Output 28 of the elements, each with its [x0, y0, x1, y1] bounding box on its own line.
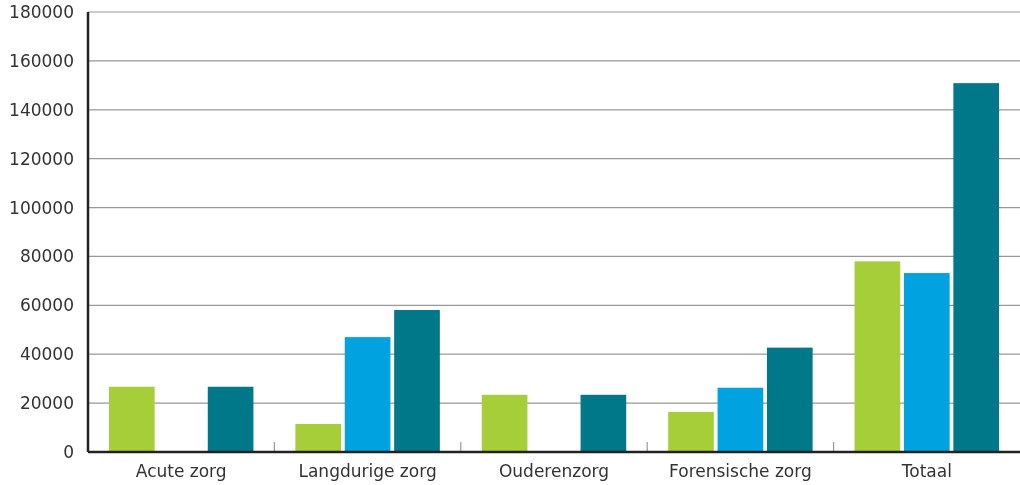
y-tick-label: 160000 — [9, 50, 74, 71]
bar — [207, 386, 254, 452]
x-tick-label: Acute zorg — [135, 461, 227, 481]
x-tick-label: Langdurige zorg — [298, 461, 437, 481]
x-tick-label: Forensische zorg — [669, 461, 812, 481]
bar — [108, 386, 155, 452]
bar — [717, 387, 764, 452]
y-tick-label: 120000 — [9, 148, 74, 169]
bar — [668, 411, 714, 452]
y-tick-label: 40000 — [19, 344, 74, 365]
bar — [344, 337, 391, 452]
bar — [295, 423, 342, 452]
y-tick-label: 0 — [63, 441, 74, 462]
x-tick-label: Ouderenzorg — [498, 461, 610, 481]
x-tick-label: Totaal — [900, 461, 952, 481]
bar — [481, 394, 528, 452]
bar — [766, 347, 813, 452]
y-tick-label: 100000 — [9, 197, 74, 218]
y-tick-label: 80000 — [19, 246, 74, 267]
bar — [394, 309, 440, 452]
y-tick-label: 140000 — [9, 99, 74, 120]
bar — [854, 261, 901, 452]
bar — [953, 83, 1000, 452]
bar — [580, 394, 627, 452]
bar — [903, 273, 950, 452]
y-tick-label: 180000 — [9, 1, 74, 22]
y-tick-label: 20000 — [19, 393, 74, 414]
y-tick-label: 60000 — [19, 295, 74, 316]
